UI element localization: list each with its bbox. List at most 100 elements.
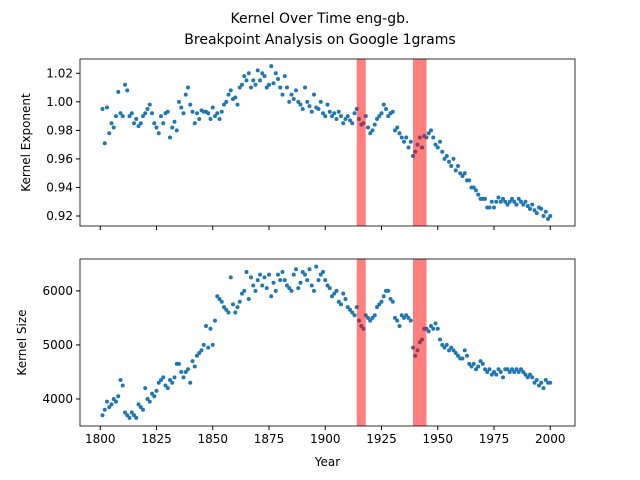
point xyxy=(469,364,474,369)
point xyxy=(309,283,314,288)
point xyxy=(395,318,400,323)
point xyxy=(435,326,440,331)
point xyxy=(208,116,213,121)
point xyxy=(271,280,276,285)
point xyxy=(444,342,449,347)
point xyxy=(516,369,521,374)
point xyxy=(487,205,492,210)
point xyxy=(210,105,215,110)
point xyxy=(264,85,269,90)
y-tick-label: 0.98 xyxy=(46,123,73,137)
point xyxy=(395,125,400,130)
point xyxy=(172,119,177,124)
point xyxy=(377,302,382,307)
point xyxy=(541,386,546,391)
point xyxy=(352,313,357,318)
point xyxy=(483,196,487,201)
point xyxy=(433,321,438,326)
point xyxy=(431,135,436,140)
point xyxy=(546,216,550,221)
point xyxy=(287,99,292,104)
point xyxy=(296,286,301,291)
point xyxy=(426,131,431,136)
point xyxy=(190,359,195,364)
point xyxy=(514,202,519,207)
point xyxy=(325,102,330,107)
point xyxy=(332,111,337,116)
point xyxy=(345,114,350,119)
point xyxy=(314,264,319,269)
point xyxy=(210,342,215,347)
point xyxy=(478,359,483,364)
point xyxy=(188,102,193,107)
y-axis-label: Kernel Size xyxy=(15,309,29,375)
point xyxy=(111,396,116,401)
point xyxy=(109,121,114,126)
point xyxy=(163,383,168,388)
point xyxy=(379,299,384,304)
point xyxy=(408,139,413,144)
point xyxy=(195,353,199,358)
point xyxy=(406,315,411,320)
point xyxy=(159,114,163,119)
point xyxy=(123,82,127,87)
point xyxy=(307,104,312,109)
point xyxy=(429,128,433,133)
point xyxy=(174,128,179,133)
point xyxy=(294,267,298,272)
point xyxy=(147,102,152,107)
point xyxy=(505,367,510,372)
x-tick-label: 1925 xyxy=(366,432,397,446)
point xyxy=(447,348,451,353)
breakpoint-span xyxy=(356,59,366,226)
plot-frame xyxy=(79,58,576,227)
x-tick-label: 1850 xyxy=(197,432,228,446)
point xyxy=(134,116,139,121)
point xyxy=(388,296,393,301)
point xyxy=(528,206,532,211)
point xyxy=(345,305,350,310)
point xyxy=(294,88,298,93)
point xyxy=(530,202,535,207)
point xyxy=(307,267,312,272)
point xyxy=(449,345,454,350)
point xyxy=(206,111,211,116)
point xyxy=(532,380,537,385)
point xyxy=(321,269,325,274)
point xyxy=(453,168,458,173)
point xyxy=(183,369,188,374)
point xyxy=(303,85,307,90)
point xyxy=(258,272,262,277)
point xyxy=(235,305,240,310)
point xyxy=(190,109,195,114)
point xyxy=(114,399,118,404)
point xyxy=(145,106,150,111)
point xyxy=(350,310,355,315)
point xyxy=(384,106,388,111)
point xyxy=(233,95,238,100)
point xyxy=(523,199,528,204)
point xyxy=(456,353,460,358)
point xyxy=(350,121,355,126)
point xyxy=(539,206,544,211)
point xyxy=(215,111,220,116)
point xyxy=(433,142,438,147)
point xyxy=(402,315,406,320)
point xyxy=(120,383,125,388)
point xyxy=(348,118,352,123)
point xyxy=(404,313,409,318)
point xyxy=(487,367,492,372)
x-tick-label: 1875 xyxy=(254,432,285,446)
point xyxy=(512,369,517,374)
point xyxy=(462,171,467,176)
point xyxy=(127,415,132,420)
point xyxy=(489,199,494,204)
point xyxy=(316,278,321,283)
point xyxy=(514,367,519,372)
point xyxy=(429,324,433,329)
point xyxy=(462,348,467,353)
point xyxy=(397,131,402,136)
point xyxy=(136,402,141,407)
point xyxy=(339,114,343,119)
point xyxy=(251,283,256,288)
